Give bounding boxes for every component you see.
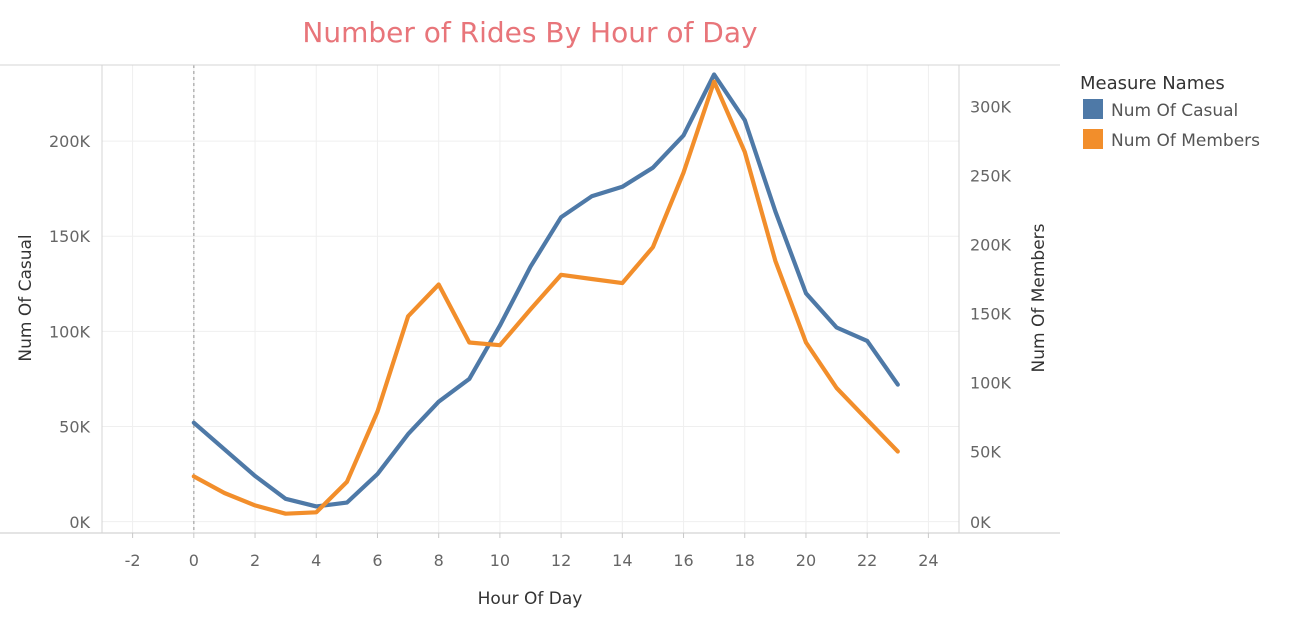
grid-layer: [102, 65, 959, 533]
legend-label-members: Num Of Members: [1111, 131, 1260, 151]
y-left-axis-title: Num Of Casual: [16, 234, 36, 361]
y-right-tick-label: 50K: [970, 443, 1001, 462]
legend-swatch-casual: [1083, 99, 1103, 119]
y-left-axis-ticks: 0K 50K 100K 150K 200K: [49, 132, 91, 532]
y-right-tick-label: 200K: [970, 235, 1012, 254]
series-layer: [191, 72, 900, 516]
x-tick-label: 8: [434, 551, 444, 570]
series-line-casual: [191, 72, 900, 509]
x-tick-label: 10: [490, 551, 510, 570]
x-tick-label: 2: [250, 551, 260, 570]
plot-frame: [0, 64, 1060, 534]
x-tick-label: 4: [311, 551, 321, 570]
x-tick-label: 20: [796, 551, 816, 570]
y-right-tick-label: 300K: [970, 97, 1012, 116]
x-tick-label: 12: [551, 551, 571, 570]
y-left-tick-label: 0K: [69, 513, 90, 532]
y-right-axis-ticks: 0K 50K 100K 150K 200K 250K 300K: [970, 97, 1012, 532]
x-axis-title: Hour Of Day: [478, 589, 583, 609]
y-left-tick-label: 150K: [49, 227, 91, 246]
x-axis-ticks: -2 0 2 4 6 8 10 12 14 16 18 20 22 24: [125, 533, 939, 570]
legend-swatch-members: [1083, 129, 1103, 149]
x-tick-label: 18: [735, 551, 755, 570]
y-right-tick-label: 250K: [970, 166, 1012, 185]
y-right-axis-title: Num Of Members: [1029, 223, 1049, 372]
y-left-tick-label: 100K: [49, 322, 91, 341]
x-tick-label: 6: [372, 551, 382, 570]
y-left-tick-label: 50K: [59, 417, 90, 436]
series-line-members: [191, 79, 900, 516]
x-tick-label: 24: [918, 551, 938, 570]
y-right-tick-label: 0K: [970, 513, 991, 532]
x-tick-label: -2: [125, 551, 141, 570]
y-left-tick-label: 200K: [49, 132, 91, 151]
legend: Measure Names Num Of Casual Num Of Membe…: [1080, 73, 1260, 151]
y-right-tick-label: 150K: [970, 304, 1012, 323]
x-tick-label: 14: [612, 551, 632, 570]
x-tick-label: 0: [189, 551, 199, 570]
x-tick-label: 16: [673, 551, 693, 570]
legend-label-casual: Num Of Casual: [1111, 101, 1238, 121]
chart-title: Number of Rides By Hour of Day: [302, 16, 757, 49]
legend-title: Measure Names: [1080, 73, 1225, 94]
y-right-tick-label: 100K: [970, 374, 1012, 393]
x-tick-label: 22: [857, 551, 877, 570]
